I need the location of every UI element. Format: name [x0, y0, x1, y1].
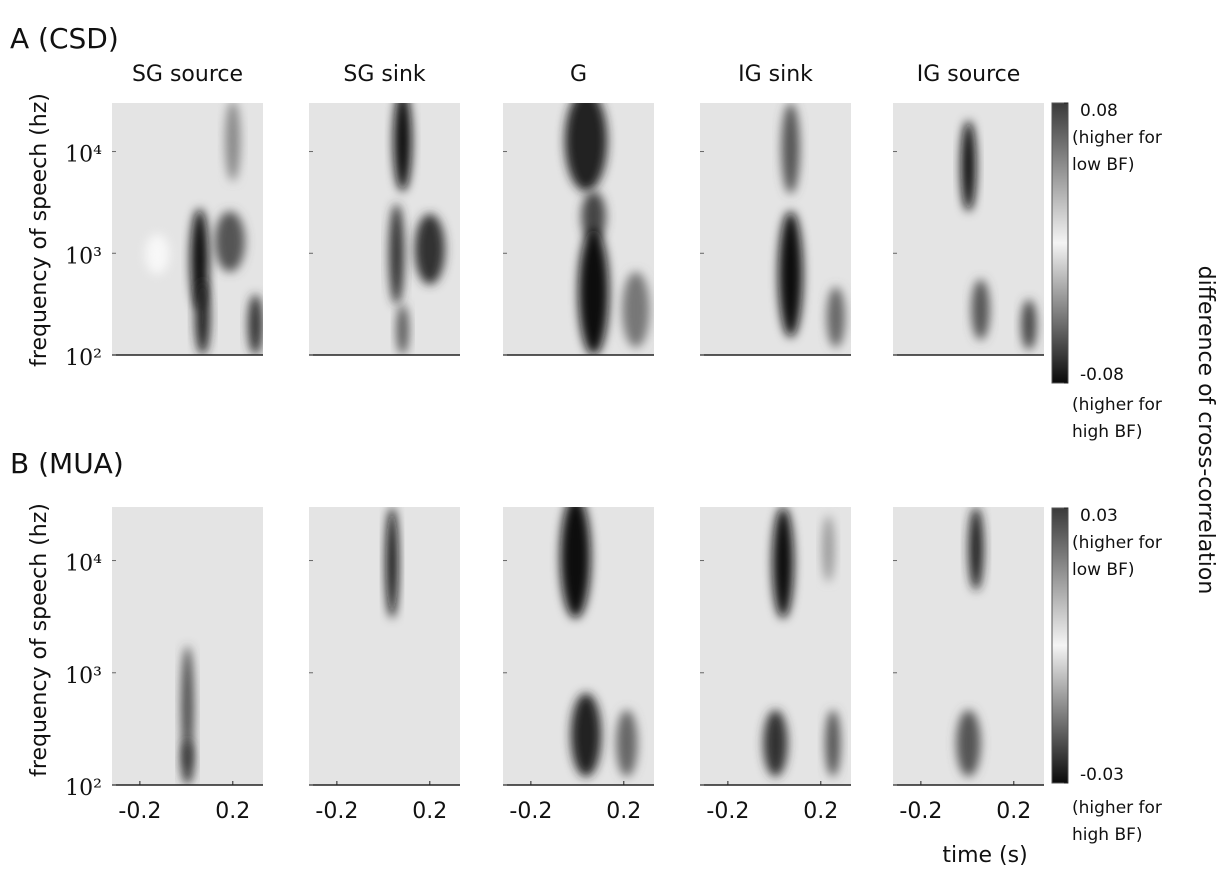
colorbar-tick-label: -0.08	[1080, 365, 1124, 385]
subplot-title: IG source	[917, 62, 1021, 87]
heatmap	[700, 103, 851, 355]
shading	[826, 286, 845, 348]
y-tick-label: 10⁴	[65, 552, 102, 577]
shading	[181, 646, 194, 769]
x-axis-label: time (s)	[942, 843, 1027, 868]
y-tick-label: 10²	[65, 776, 102, 801]
y-tick-label: 10³	[65, 244, 102, 269]
colorbar	[1051, 102, 1069, 384]
shading	[181, 740, 194, 785]
panel-title: B (MUA)	[10, 447, 124, 480]
subplot-title: IG sink	[738, 62, 813, 87]
shading	[822, 515, 835, 583]
x-tick-label: -0.2	[315, 799, 358, 824]
y-axis-label: frequency of speech (hz)	[27, 503, 52, 777]
colorbar-note: low BF)	[1072, 560, 1135, 580]
shading	[763, 709, 788, 777]
colorbar-note: low BF)	[1072, 155, 1135, 175]
heatmap	[700, 507, 851, 785]
y-axis-label: frequency of speech (hz)	[27, 93, 52, 367]
x-tick-label: 0.2	[412, 799, 447, 824]
colorbar-note: (higher for	[1072, 533, 1162, 553]
shading	[960, 120, 977, 212]
shading	[825, 709, 841, 777]
subplot-title: G	[570, 62, 587, 87]
colorbar-note: high BF)	[1072, 825, 1143, 845]
shading	[247, 294, 263, 355]
subplot-title: SG sink	[343, 62, 426, 87]
x-tick-label: -0.2	[509, 799, 552, 824]
shading	[971, 279, 990, 340]
shading	[956, 709, 981, 777]
x-tick-label: -0.2	[118, 799, 161, 824]
shading	[616, 709, 638, 777]
heatmap	[503, 103, 654, 355]
colorbar-tick-label: -0.03	[1080, 765, 1124, 785]
heatmap	[503, 507, 654, 785]
shading	[225, 103, 241, 182]
colorbar-note: (higher for	[1072, 395, 1162, 415]
shading	[570, 693, 602, 777]
shading	[781, 103, 800, 194]
heatmap	[112, 507, 263, 785]
shading	[393, 103, 412, 192]
heatmap	[893, 103, 1044, 355]
shading	[578, 229, 609, 355]
shading	[772, 507, 794, 619]
shading	[414, 213, 445, 285]
shading	[396, 304, 409, 355]
shading	[195, 279, 211, 355]
heatmap	[893, 507, 1044, 785]
shading	[214, 211, 245, 272]
heatmap-bg	[309, 507, 460, 785]
y-tick-label: 10²	[65, 346, 102, 371]
shading	[778, 211, 803, 338]
shading	[389, 203, 405, 305]
shading	[968, 507, 984, 591]
x-tick-label: 0.2	[996, 799, 1031, 824]
colorbar	[1051, 507, 1069, 784]
shading	[622, 271, 650, 348]
shading	[560, 507, 591, 619]
colorbar-note: (higher for	[1072, 798, 1162, 818]
shading	[564, 103, 608, 192]
colorbar-note: (higher for	[1072, 128, 1162, 148]
subplot-title: SG source	[132, 62, 243, 87]
x-tick-label: 0.2	[803, 799, 838, 824]
shading	[1021, 299, 1037, 350]
colorbar-label: difference of cross-correlation	[1193, 266, 1218, 595]
y-tick-label: 10⁴	[65, 143, 102, 168]
colorbar-tick-label: 0.08	[1080, 101, 1118, 121]
heatmap	[309, 103, 460, 355]
x-tick-label: -0.2	[706, 799, 749, 824]
shading	[581, 191, 606, 242]
colorbar-tick-label: 0.03	[1080, 506, 1118, 526]
panel-title: A (CSD)	[10, 22, 119, 55]
shading	[145, 234, 170, 275]
x-tick-label: -0.2	[899, 799, 942, 824]
heatmap	[112, 103, 263, 355]
colorbar-note: high BF)	[1072, 422, 1143, 442]
x-tick-label: 0.2	[606, 799, 641, 824]
x-tick-label: 0.2	[215, 799, 250, 824]
heatmap-bg	[700, 103, 851, 355]
y-tick-label: 10³	[65, 664, 102, 689]
shading	[386, 507, 399, 619]
heatmap	[309, 507, 460, 785]
